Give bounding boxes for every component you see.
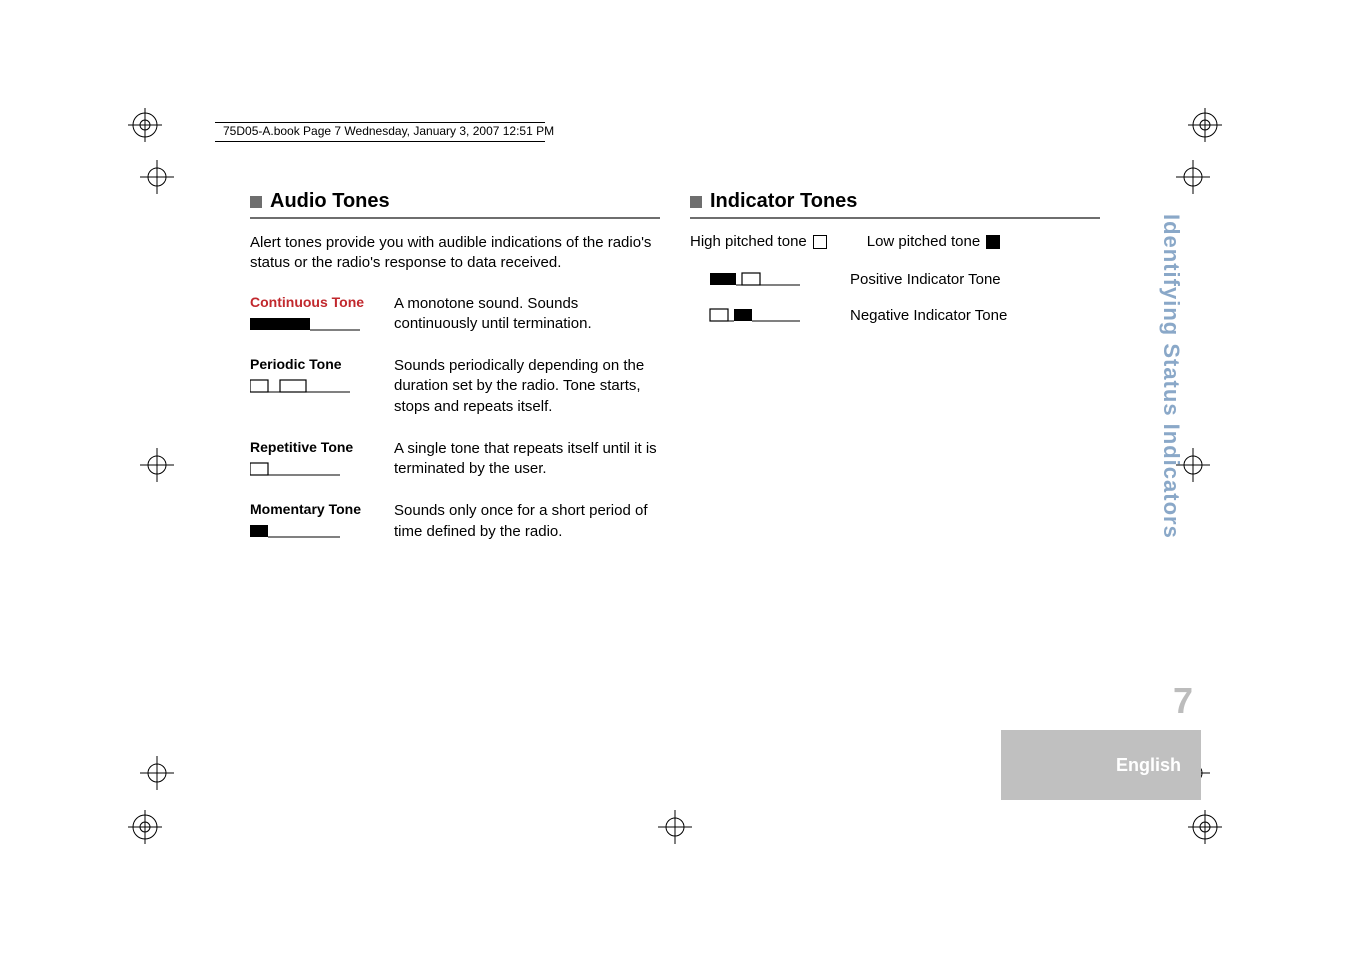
legend-low-icon — [986, 235, 1000, 249]
column-indicator-tones: Indicator Tones High pitched tone Low pi… — [690, 190, 1100, 342]
reg-mark-icon — [1188, 810, 1222, 844]
indicator-text: Positive Indicator Tone — [850, 271, 1001, 288]
crosshair-icon — [140, 160, 174, 194]
legend-label: High pitched tone — [690, 233, 807, 250]
page-root: 75D05-A.book Page 7 Wednesday, January 3… — [0, 0, 1351, 954]
section-title: Audio Tones — [270, 190, 390, 213]
tone-desc: Sounds only once for a short period of t… — [394, 501, 660, 542]
tone-diagram-repetitive-icon — [250, 461, 380, 477]
section-marker-icon — [690, 196, 702, 208]
column-audio-tones: Audio Tones Alert tones provide you with… — [250, 190, 660, 564]
tone-row-repetitive: Repetitive Tone A single tone that repea… — [250, 439, 660, 480]
legend-label: Low pitched tone — [867, 233, 980, 250]
tone-row-periodic: Periodic Tone Sounds periodically depend… — [250, 356, 660, 417]
tone-diagram-periodic-icon — [250, 378, 380, 394]
section-header-indicator: Indicator Tones — [690, 190, 1100, 219]
tone-label: Momentary Tone — [250, 501, 380, 517]
tone-desc: Sounds periodically depending on the dur… — [394, 356, 660, 417]
tone-row-continuous: Continuous Tone A monotone sound. Sounds… — [250, 294, 660, 335]
tone-desc: A single tone that repeats itself until … — [394, 439, 660, 480]
tone-diagram-continuous-icon — [250, 316, 380, 332]
indicator-text: Negative Indicator Tone — [850, 307, 1007, 324]
tone-desc: A monotone sound. Sounds continuously un… — [394, 294, 660, 335]
legend-high-icon — [813, 235, 827, 249]
indicator-row-negative: Negative Indicator Tone — [690, 306, 1100, 324]
language-label: English — [1116, 755, 1181, 776]
reg-mark-icon — [1188, 108, 1222, 142]
indicator-row-positive: Positive Indicator Tone — [690, 270, 1100, 288]
tone-label: Repetitive Tone — [250, 439, 380, 455]
side-tab: Identifying Status Indicators — [1158, 214, 1193, 539]
legend-low: Low pitched tone — [867, 233, 1000, 250]
indicator-diagram-positive-icon — [690, 270, 850, 288]
section-marker-icon — [250, 196, 262, 208]
section-title: Indicator Tones — [710, 190, 857, 213]
audio-intro: Alert tones provide you with audible ind… — [250, 233, 660, 274]
tone-label: Continuous Tone — [250, 294, 380, 310]
tone-label: Periodic Tone — [250, 356, 380, 372]
legend-high: High pitched tone — [690, 233, 827, 250]
crosshair-icon — [658, 810, 692, 844]
tone-row-momentary: Momentary Tone Sounds only once for a sh… — [250, 501, 660, 542]
indicator-diagram-negative-icon — [690, 306, 850, 324]
page-number: 7 — [1173, 680, 1193, 722]
tone-legend: High pitched tone Low pitched tone — [690, 233, 1100, 250]
section-header-audio: Audio Tones — [250, 190, 660, 219]
crosshair-icon — [140, 756, 174, 790]
crosshair-icon — [140, 448, 174, 482]
tone-diagram-momentary-icon — [250, 523, 380, 539]
crosshair-icon — [1176, 160, 1210, 194]
reg-mark-icon — [128, 108, 162, 142]
side-tab-text: Identifying Status Indicators — [1158, 214, 1184, 539]
reg-mark-icon — [128, 810, 162, 844]
language-block: English — [1001, 730, 1201, 800]
running-head: 75D05-A.book Page 7 Wednesday, January 3… — [223, 124, 554, 138]
